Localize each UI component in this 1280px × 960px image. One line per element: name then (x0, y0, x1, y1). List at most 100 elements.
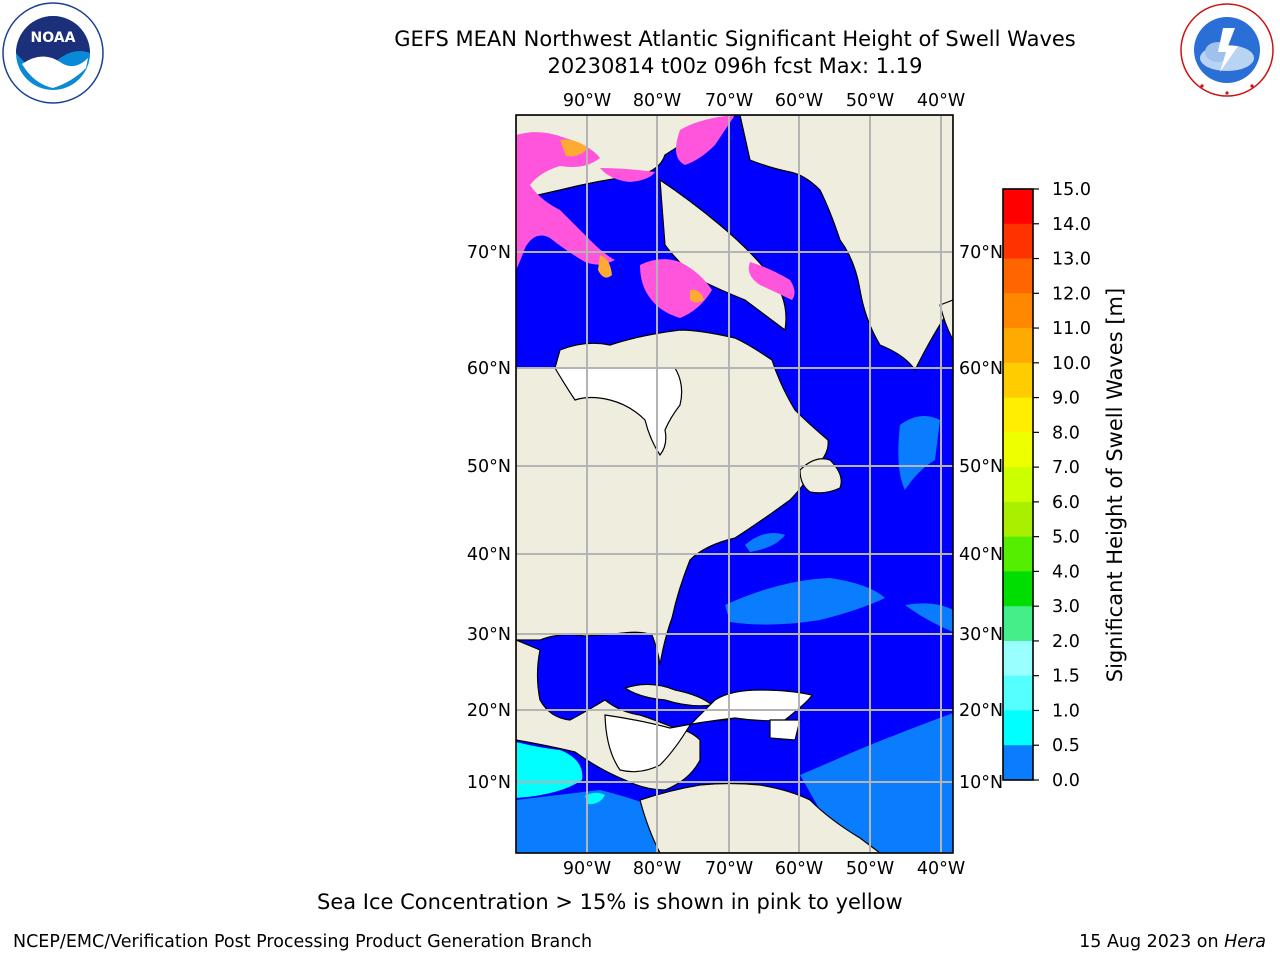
lat-label-right: 40°N (959, 545, 1003, 565)
footer-date: 15 Aug 2023 on Hera (1079, 932, 1266, 952)
land-south-america (639, 782, 881, 853)
lat-label-left: 10°N (467, 773, 511, 793)
no-data-lesser-antilles (769, 719, 801, 741)
colorbar-segment (1003, 745, 1033, 781)
sea-ice-orange-1 (560, 139, 588, 157)
colorbar-segment (1003, 258, 1033, 294)
colorbar-tick-label: 0.5 (1052, 736, 1080, 756)
lon-label-bottom: 60°W (775, 859, 823, 879)
lat-label-right: 70°N (959, 243, 1003, 263)
colorbar-segment (1003, 328, 1033, 364)
colorbar: 15.0 14.0 13.0 12.0 11.0 10.0 9.0 8.0 7.0 6.0 5.0 4… (1002, 180, 1091, 791)
colorbar-segment (1003, 606, 1033, 642)
sea-ice-orange-2 (598, 255, 612, 278)
lat-label-right: 10°N (959, 773, 1003, 793)
lat-labels-left: 70°N 60°N 50°N 40°N 30°N 20°N 10°N (467, 243, 511, 793)
lon-label-top: 50°W (846, 91, 894, 111)
lon-label-bottom: 70°W (705, 859, 753, 879)
colorbar-segment (1003, 501, 1033, 538)
graticule (516, 115, 953, 853)
lat-label-right: 20°N (959, 701, 1003, 721)
colorbar-segment (1003, 362, 1033, 399)
colorbar-segment (1003, 432, 1033, 468)
footer-date-text: 15 Aug 2023 on (1079, 932, 1225, 952)
colorbar-segment (1003, 571, 1033, 607)
colorbar-segment (1003, 293, 1033, 329)
land-newfoundland (799, 458, 842, 494)
sea-ice-baffin-bay (748, 262, 795, 300)
colorbar-tick-label: 14.0 (1052, 215, 1091, 235)
sea-ice-orange-3 (690, 289, 704, 303)
swell-zone-small (745, 532, 785, 552)
swell-zone-pacific-cyan-2 (585, 792, 605, 805)
noaa-logo-text: NOAA (31, 30, 76, 46)
lon-labels-bottom: 90°W 80°W 70°W 60°W 50°W 40°W (563, 859, 965, 879)
footer-branch: NCEP/EMC/Verification Post Processing Pr… (13, 932, 593, 952)
swell-zone-north-atlantic (898, 416, 940, 490)
colorbar-tick-label: 13.0 (1052, 250, 1091, 270)
lon-label-bottom: 50°W (846, 859, 894, 879)
colorbar-tick-label: 2.0 (1052, 632, 1080, 652)
colorbar-segment (1003, 223, 1033, 260)
colorbar-frame (1002, 188, 1034, 781)
colorbar-tick-label: 5.0 (1052, 528, 1080, 548)
colorbar-segment (1003, 467, 1033, 503)
lat-label-left: 20°N (467, 701, 511, 721)
colorbar-tick-label: 15.0 (1052, 180, 1091, 200)
map-frame (515, 114, 954, 854)
lon-label-top: 70°W (705, 91, 753, 111)
colorbar-segment (1003, 536, 1033, 572)
lat-label-left: 30°N (467, 625, 511, 645)
lat-label-right: 30°N (959, 625, 1003, 645)
lon-label-top: 80°W (633, 91, 681, 111)
lon-label-top: 90°W (563, 91, 611, 111)
colorbar-tick-label: 9.0 (1052, 389, 1080, 409)
lat-label-left: 70°N (467, 243, 511, 263)
map-area (516, 115, 953, 853)
sea-ice-strait (600, 168, 655, 182)
colorbar-segment (1003, 710, 1033, 746)
lon-label-top: 60°W (775, 91, 823, 111)
colorbar-segment (1003, 675, 1033, 711)
land-greenland (739, 115, 953, 372)
colorbar-tick-label: 1.0 (1052, 701, 1080, 721)
colorbar-label: Significant Height of Swell Waves [m] (1103, 288, 1127, 682)
colorbar-tick-label: 4.0 (1052, 562, 1080, 582)
colorbar-tick-label: 1.5 (1052, 667, 1080, 687)
colorbar-segment (1003, 189, 1033, 225)
lat-label-left: 50°N (467, 457, 511, 477)
lat-label-right: 50°N (959, 457, 1003, 477)
colorbar-segment (1003, 640, 1033, 677)
colorbar-tick-label: 8.0 (1052, 423, 1080, 443)
colorbar-tick-label: 7.0 (1052, 458, 1080, 478)
sea-ice-archipelago-2 (676, 115, 735, 165)
colorbar-tick-label: 0.0 (1052, 771, 1080, 791)
colorbar-tick-label: 12.0 (1052, 284, 1091, 304)
chart-subtitle: 20230814 t00z 096h fcst Max: 1.19 (547, 54, 923, 78)
swell-zone-pacific (516, 790, 675, 853)
lon-labels-top: 90°W 80°W 70°W 60°W 50°W 40°W (563, 91, 965, 111)
colorbar-tick-label: 10.0 (1052, 354, 1091, 374)
noaa-logo-icon: NOAA (2, 2, 104, 104)
sea-ice-archipelago-1 (516, 132, 615, 270)
colorbar-tick-label: 3.0 (1052, 597, 1080, 617)
lat-label-right: 60°N (959, 359, 1003, 379)
swell-zone-subtropical (725, 578, 885, 625)
lon-label-top: 40°W (917, 91, 965, 111)
lat-label-left: 60°N (467, 359, 511, 379)
colorbar-tick-label: 11.0 (1052, 319, 1091, 339)
lat-label-left: 40°N (467, 545, 511, 565)
sea-ice-layer (516, 115, 795, 318)
lon-label-bottom: 90°W (563, 859, 611, 879)
nws-logo-icon (1180, 3, 1274, 97)
colorbar-tick-label: 6.0 (1052, 493, 1080, 513)
footer-machine: Hera (1224, 932, 1266, 952)
lon-label-bottom: 80°W (633, 859, 681, 879)
lat-labels-right: 70°N 60°N 50°N 40°N 30°N 20°N 10°N (959, 243, 1003, 793)
lon-label-bottom: 40°W (917, 859, 965, 879)
colorbar-segment (1003, 397, 1033, 433)
sea-ice-note: Sea Ice Concentration > 15% is shown in … (317, 890, 903, 914)
swell-zone-pacific-cyan (516, 742, 583, 798)
chart-title: GEFS MEAN Northwest Atlantic Significant… (394, 27, 1076, 51)
